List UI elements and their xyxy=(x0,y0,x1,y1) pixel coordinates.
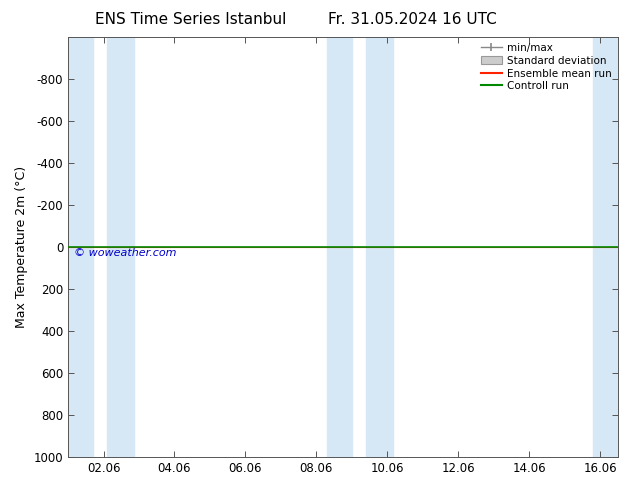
Text: ENS Time Series Istanbul: ENS Time Series Istanbul xyxy=(94,12,286,27)
Bar xyxy=(107,37,134,457)
Text: © woweather.com: © woweather.com xyxy=(74,248,176,258)
Text: Fr. 31.05.2024 16 UTC: Fr. 31.05.2024 16 UTC xyxy=(328,12,496,27)
Y-axis label: Max Temperature 2m (°C): Max Temperature 2m (°C) xyxy=(15,166,28,328)
Legend: min/max, Standard deviation, Ensemble mean run, Controll run: min/max, Standard deviation, Ensemble me… xyxy=(478,40,615,94)
Bar xyxy=(593,37,618,457)
Bar xyxy=(366,37,392,457)
Bar xyxy=(68,37,93,457)
Bar xyxy=(327,37,352,457)
